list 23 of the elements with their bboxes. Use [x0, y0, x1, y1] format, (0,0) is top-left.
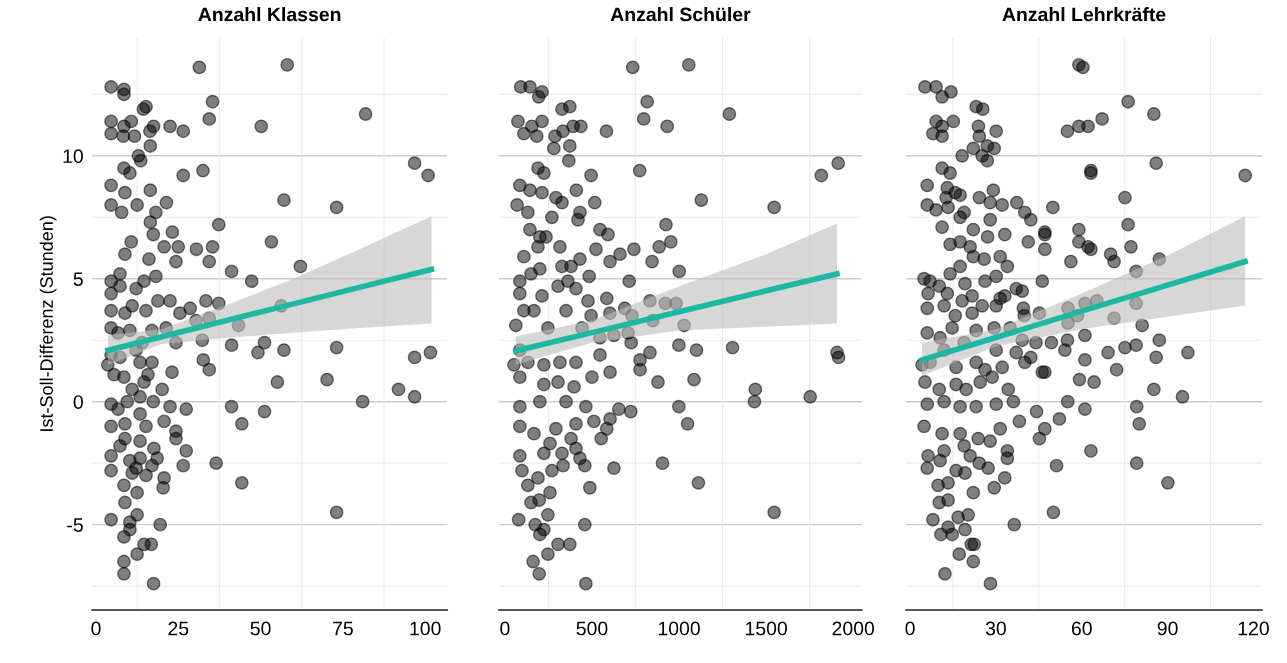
chart-title: Anzahl Schüler — [610, 7, 751, 22]
y-tick-label: 0 — [73, 395, 83, 409]
x-tick-label: 25 — [168, 621, 189, 636]
y-tick-label: 10 — [63, 149, 83, 164]
x-tick-label: 75 — [333, 621, 353, 636]
x-tick-label: 100 — [410, 621, 441, 636]
x-tick-label: 500 — [576, 621, 608, 636]
x-tick-label: 60 — [1071, 621, 1092, 636]
x-tick-label: 0 — [91, 621, 101, 636]
chart-title: Anzahl Klassen — [198, 7, 341, 22]
x-tick-label: 0 — [905, 621, 915, 636]
x-tick-label: 2000 — [832, 621, 875, 636]
x-tick-label: 120 — [1238, 621, 1269, 636]
y-tick-label: 5 — [73, 272, 83, 286]
chart-title: Anzahl Lehrkräfte — [1002, 7, 1166, 22]
x-tick-label: 1000 — [658, 621, 700, 636]
x-tick-label: 50 — [250, 621, 271, 636]
y-tick-label: -5 — [67, 518, 83, 532]
x-tick-label: 90 — [1157, 621, 1178, 636]
x-tick-label: 0 — [500, 621, 510, 636]
x-tick-label: 1500 — [745, 621, 787, 636]
x-tick-label: 30 — [985, 621, 1006, 636]
y-axis-title: Ist-Soll-Differenz (Stunden) — [39, 216, 57, 431]
